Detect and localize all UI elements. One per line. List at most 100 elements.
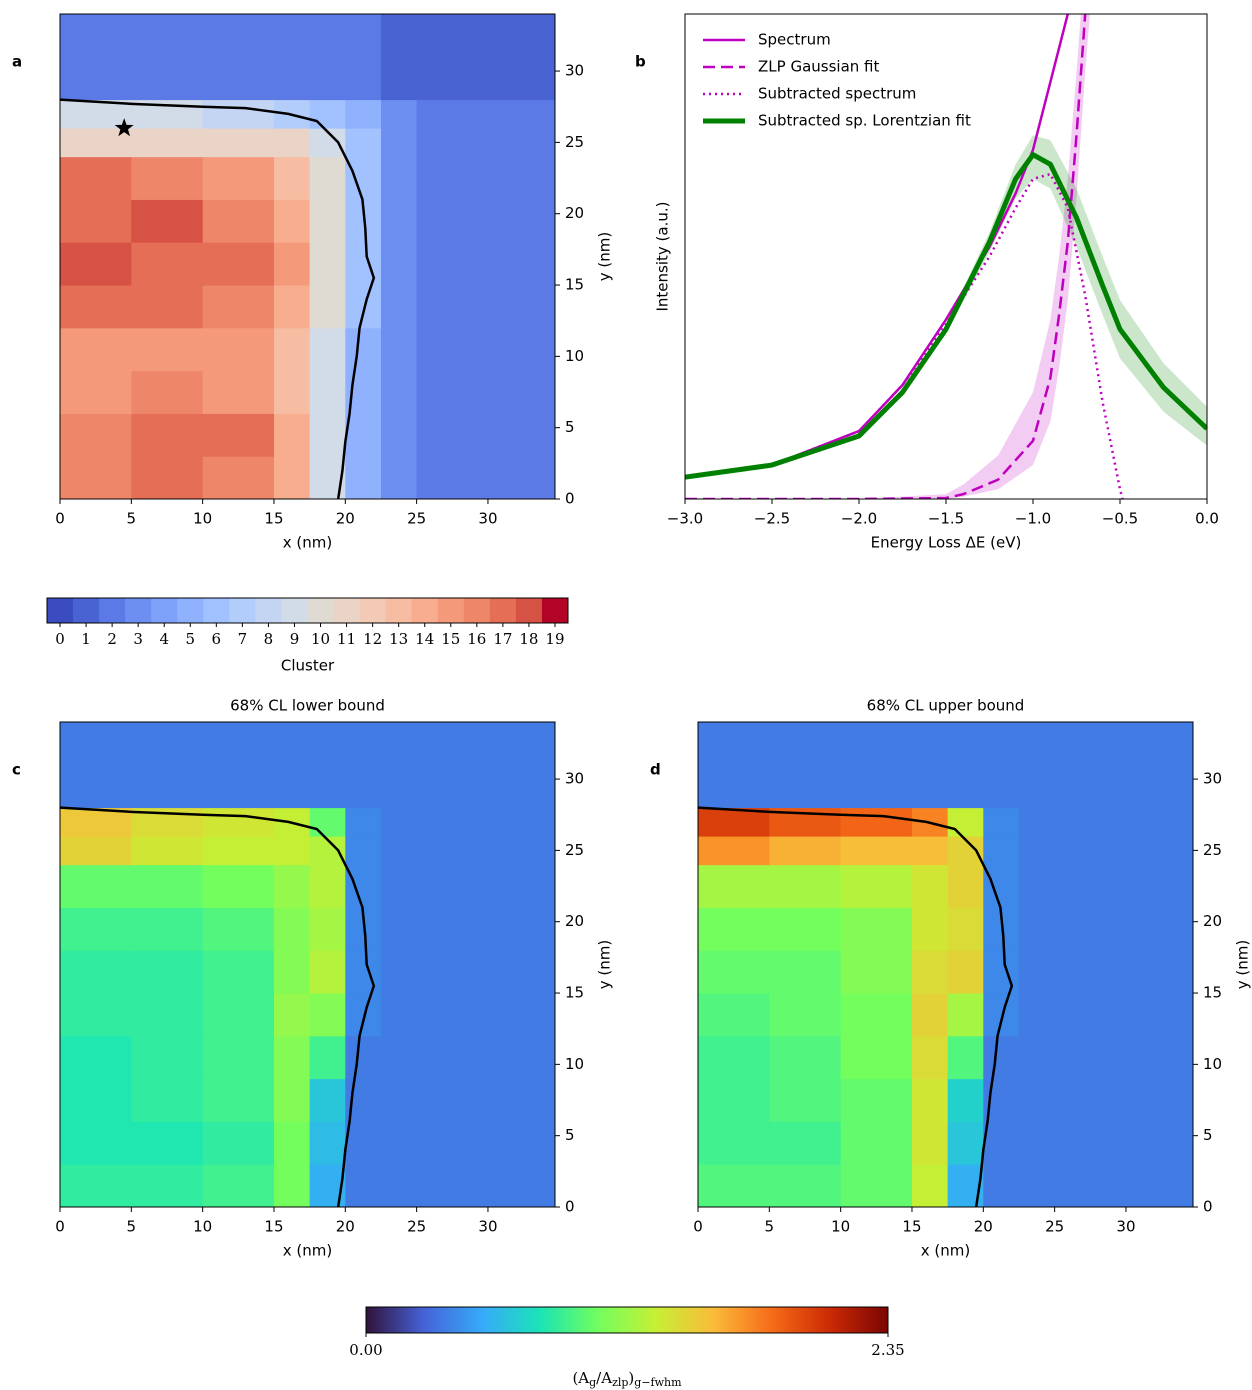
colorbar-tick-label: 9 <box>290 630 300 648</box>
colorbar-tick-label: 2 <box>107 630 117 648</box>
x-axis-label: Energy Loss ΔE (eV) <box>871 534 1022 552</box>
heatmap-cell <box>840 1035 913 1080</box>
heatmap-cell <box>1018 1164 1056 1207</box>
x-tick-label: −2.0 <box>841 510 877 528</box>
heatmap-cell <box>947 1121 984 1165</box>
heatmap-cell <box>380 1121 418 1165</box>
heatmap-cell <box>273 993 311 1037</box>
heatmap-cell <box>1018 807 1056 837</box>
heatmap-cell <box>131 950 204 994</box>
heatmap-cell <box>769 950 842 994</box>
heatmap-cell <box>1018 864 1056 908</box>
colorbar-swatch <box>99 598 126 623</box>
heatmap-cell <box>202 722 275 809</box>
x-tick-label: 10 <box>831 1218 850 1236</box>
heatmap-cell <box>698 1078 770 1122</box>
x-tick-label: 25 <box>407 1218 426 1236</box>
x-tick-label: 0 <box>55 510 65 528</box>
x-tick-label: 0 <box>693 1218 703 1236</box>
heatmap-cell <box>1054 864 1193 908</box>
colorbar-swatch <box>203 598 230 623</box>
heatmap-cell <box>273 722 311 809</box>
heatmap-cell <box>380 950 418 994</box>
heatmap-cell <box>345 950 382 994</box>
heatmap-cell <box>273 864 311 908</box>
heatmap-cell <box>202 1164 275 1207</box>
heatmap-cell <box>840 864 913 908</box>
y-axis-label: y (nm) <box>596 232 614 281</box>
heatmap-cell <box>131 370 204 414</box>
x-axis-label: x (nm) <box>283 1242 332 1260</box>
y-axis-label: Intensity (a.u.) <box>654 202 672 312</box>
heatmap-cell <box>202 907 275 951</box>
heatmap-cell <box>1018 1121 1056 1165</box>
heatmap-cell <box>345 864 382 908</box>
heatmap-cell <box>273 370 311 414</box>
heatmap-cell <box>698 950 770 994</box>
legend-label: ZLP Gaussian fit <box>758 58 879 76</box>
panel-title: 68% CL upper bound <box>867 697 1025 715</box>
colorbar-swatch <box>463 598 491 623</box>
heatmap-cell <box>911 1121 949 1165</box>
heatmap-cell <box>60 993 132 1037</box>
heatmap-cell <box>273 907 311 951</box>
heatmap-cell <box>416 327 555 372</box>
plot-area <box>60 722 555 1207</box>
heatmap-cell <box>60 370 132 414</box>
x-axis-label: x (nm) <box>283 534 332 552</box>
y-tick-label: 15 <box>565 276 584 294</box>
heatmap-cell <box>769 907 842 951</box>
heatmap-cell <box>983 1035 1020 1080</box>
colorbar-tick-label: 12 <box>363 630 382 648</box>
x-tick-label: 30 <box>478 510 497 528</box>
heatmap-cell <box>416 199 555 243</box>
heatmap-cell <box>380 413 418 457</box>
heatmap-cell <box>416 1078 555 1122</box>
y-tick-label: 10 <box>565 347 584 365</box>
colorbar-tick-label: 5 <box>186 630 196 648</box>
heatmap-cell <box>947 807 984 837</box>
heatmap-cell <box>416 99 555 129</box>
heatmap-cell <box>380 370 418 414</box>
plot-area <box>698 722 1193 1207</box>
uncertainty-band <box>685 14 1090 499</box>
colorbar-tick-label: 15 <box>441 630 460 648</box>
x-tick-label: 20 <box>974 1218 993 1236</box>
heatmap-cell <box>769 1035 842 1080</box>
colorbar-swatch <box>229 598 256 623</box>
heatmap-cell <box>131 1078 204 1122</box>
y-tick-label: 0 <box>1203 1198 1213 1216</box>
heatmap-cell <box>202 370 275 414</box>
colorbar-frame <box>365 1306 889 1334</box>
heatmap-cell <box>983 993 1020 1037</box>
heatmap-cell <box>131 864 204 908</box>
colorbar-tick-label: 16 <box>467 630 486 648</box>
heatmap-cell <box>1018 907 1056 951</box>
panel-title: 68% CL lower bound <box>230 697 385 715</box>
colorbar-swatch <box>125 598 152 623</box>
y-tick-label: 20 <box>565 204 584 222</box>
heatmap-cell <box>983 1121 1020 1165</box>
y-tick-label: 20 <box>565 912 584 930</box>
colorbar-swatch <box>359 598 387 623</box>
heatmap-cell <box>309 99 346 129</box>
x-tick-label: 10 <box>193 510 212 528</box>
heatmap-cell <box>911 722 949 809</box>
heatmap-cell <box>380 285 418 329</box>
colorbar-swatch <box>541 598 569 623</box>
heatmap-cell <box>698 722 770 809</box>
x-tick-label: −1.0 <box>1015 510 1051 528</box>
heatmap-cell <box>60 456 132 499</box>
x-tick-label: −0.5 <box>1102 510 1138 528</box>
heatmap-cell <box>380 199 418 243</box>
heatmap-cell <box>380 807 418 837</box>
x-tick-label: 20 <box>336 1218 355 1236</box>
heatmap-cell <box>273 128 311 158</box>
colorbar-gradient <box>366 1307 888 1333</box>
colorbar-tick-label: 11 <box>337 630 356 648</box>
heatmap-cell <box>416 950 555 994</box>
heatmap-cell <box>1018 950 1056 994</box>
heatmap-cell <box>1054 1078 1193 1122</box>
heatmap-cell <box>202 1078 275 1122</box>
heatmap-cell <box>345 1035 382 1080</box>
